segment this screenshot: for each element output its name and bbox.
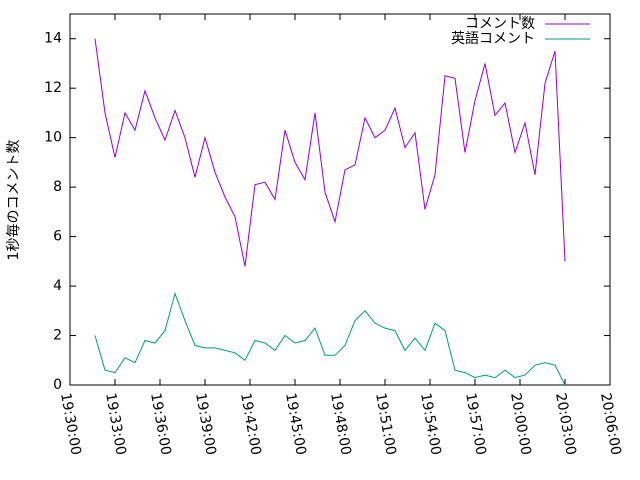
x-tick-label: 19:39:00 (192, 392, 219, 457)
x-tick-label: 19:42:00 (237, 392, 264, 457)
x-tick-label: 19:51:00 (372, 392, 399, 457)
x-tick-label: 20:00:00 (507, 392, 534, 457)
x-tick-label: 19:45:00 (282, 392, 309, 457)
plot-border (69, 13, 611, 386)
x-tick-label: 19:54:00 (417, 392, 444, 457)
series-line (94, 291, 566, 386)
y-tick-label: 8 (53, 179, 62, 195)
y-tick-label: 12 (44, 80, 62, 96)
y-tick-label: 0 (53, 377, 62, 393)
x-tick-label: 19:30:00 (57, 392, 84, 457)
y-tick-label: 6 (53, 229, 62, 245)
y-tick-label: 4 (53, 278, 62, 294)
series-line (94, 38, 566, 267)
y-tick-label: 10 (44, 130, 62, 146)
y-tick-label: 14 (44, 31, 62, 47)
x-tick-label: 20:03:00 (552, 392, 579, 457)
y-tick-label: 2 (53, 328, 62, 344)
x-tick-label: 19:36:00 (147, 392, 174, 457)
y-axis-label: 1秒毎のコメント数 (6, 140, 22, 261)
x-tick-label: 20:06:00 (597, 392, 624, 457)
legend-label: コメント数 (465, 16, 535, 32)
x-tick-label: 19:33:00 (102, 392, 129, 457)
x-tick-label: 19:57:00 (462, 392, 489, 457)
x-tick-label: 19:48:00 (327, 392, 354, 457)
legend-label: 英語コメント (451, 30, 535, 47)
